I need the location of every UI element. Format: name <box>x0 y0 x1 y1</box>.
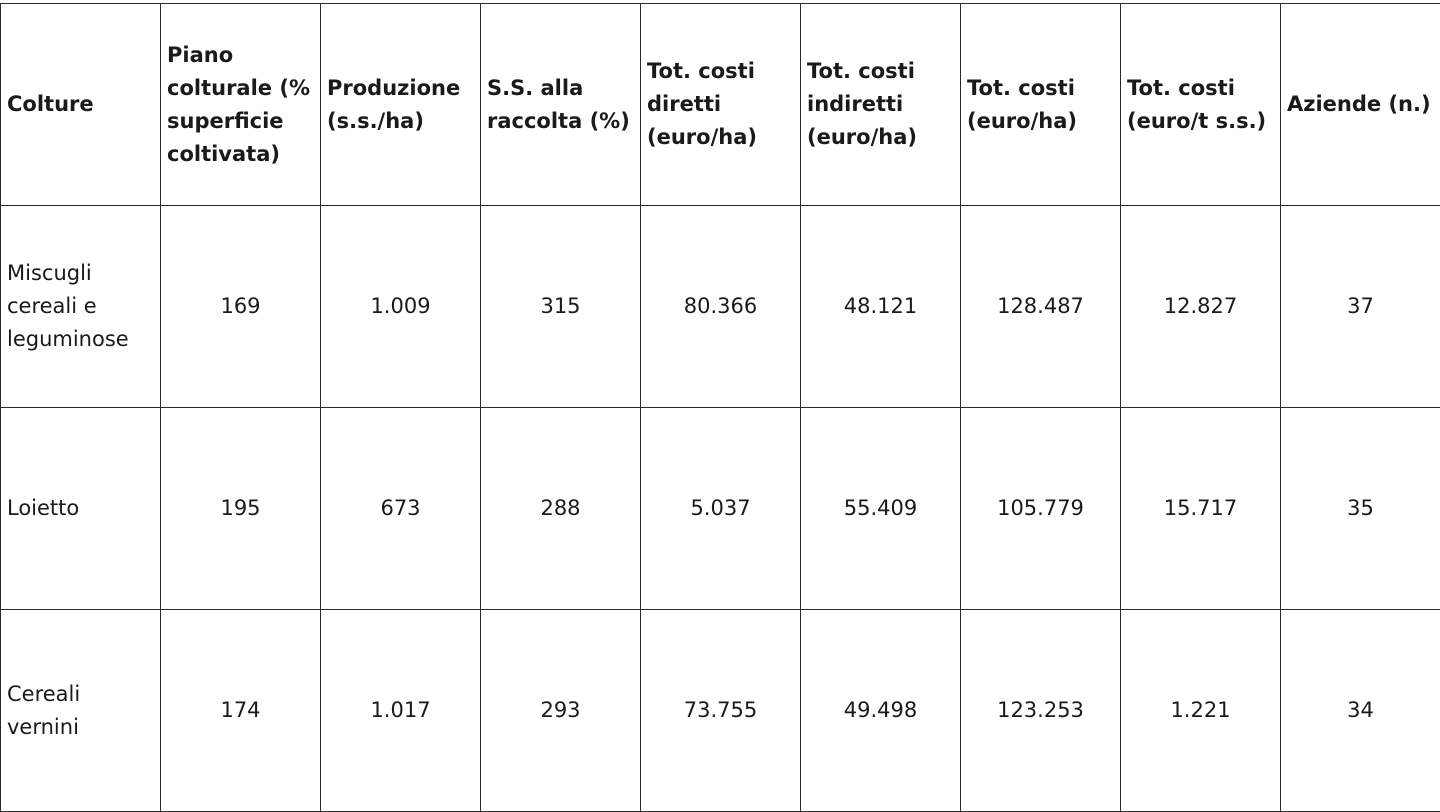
cell-ss-raccolta: 288 <box>481 408 641 610</box>
cell-costi-indiretti: 48.121 <box>801 206 961 408</box>
cell-piano-colturale: 169 <box>161 206 321 408</box>
cell-ss-raccolta: 293 <box>481 610 641 812</box>
table-body: Miscugli cereali e leguminose 169 1.009 … <box>1 206 1440 812</box>
cell-ss-raccolta: 315 <box>481 206 641 408</box>
cell-produzione: 673 <box>321 408 481 610</box>
cell-costi-diretti: 73.755 <box>641 610 801 812</box>
header-aziende: Aziende (n.) <box>1281 4 1440 206</box>
cell-costi-diretti: 5.037 <box>641 408 801 610</box>
table-row: Miscugli cereali e leguminose 169 1.009 … <box>1 206 1440 408</box>
cell-costi-totali-ha: 128.487 <box>961 206 1121 408</box>
cell-produzione: 1.009 <box>321 206 481 408</box>
cell-costi-totali-t: 1.221 <box>1121 610 1281 812</box>
table-header: Colture Piano colturale (% superficie co… <box>1 4 1440 206</box>
cell-costi-totali-t: 15.717 <box>1121 408 1281 610</box>
table-row: Cereali vernini 174 1.017 293 73.755 49.… <box>1 610 1440 812</box>
header-costi-totali-t: Tot. costi (euro/t s.s.) <box>1121 4 1281 206</box>
cell-colture: Loietto <box>1 408 161 610</box>
header-costi-totali-ha: Tot. costi (euro/ha) <box>961 4 1121 206</box>
table-row: Loietto 195 673 288 5.037 55.409 105.779… <box>1 408 1440 610</box>
cell-costi-totali-ha: 105.779 <box>961 408 1121 610</box>
costs-table: Colture Piano colturale (% superficie co… <box>0 3 1440 812</box>
header-costi-diretti: Tot. costi diretti (euro/ha) <box>641 4 801 206</box>
cell-aziende: 34 <box>1281 610 1440 812</box>
cell-aziende: 37 <box>1281 206 1440 408</box>
cell-costi-indiretti: 55.409 <box>801 408 961 610</box>
header-colture: Colture <box>1 4 161 206</box>
header-piano-colturale: Piano colturale (% superficie coltivata) <box>161 4 321 206</box>
cell-costi-diretti: 80.366 <box>641 206 801 408</box>
cell-colture: Cereali vernini <box>1 610 161 812</box>
header-produzione: Produzione (s.s./ha) <box>321 4 481 206</box>
header-row: Colture Piano colturale (% superficie co… <box>1 4 1440 206</box>
cell-costi-totali-ha: 123.253 <box>961 610 1121 812</box>
header-ss-raccolta: S.S. alla raccolta (%) <box>481 4 641 206</box>
cell-piano-colturale: 195 <box>161 408 321 610</box>
cell-costi-indiretti: 49.498 <box>801 610 961 812</box>
cell-costi-totali-t: 12.827 <box>1121 206 1281 408</box>
header-costi-indiretti: Tot. costi indiretti (euro/ha) <box>801 4 961 206</box>
cell-aziende: 35 <box>1281 408 1440 610</box>
cell-piano-colturale: 174 <box>161 610 321 812</box>
cell-produzione: 1.017 <box>321 610 481 812</box>
cell-colture: Miscugli cereali e leguminose <box>1 206 161 408</box>
